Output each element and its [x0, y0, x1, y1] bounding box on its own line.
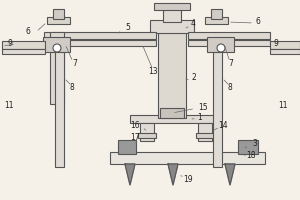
- Bar: [188, 32, 270, 39]
- Bar: [55, 52, 64, 167]
- Bar: [196, 133, 214, 138]
- Bar: [160, 108, 184, 118]
- Text: 17: 17: [130, 134, 140, 142]
- Bar: [2, 41, 45, 49]
- Polygon shape: [125, 164, 135, 185]
- Bar: [140, 123, 154, 141]
- Text: 3: 3: [245, 138, 257, 148]
- Text: 2: 2: [186, 73, 196, 82]
- Text: 19: 19: [183, 174, 193, 184]
- Circle shape: [53, 44, 61, 52]
- Bar: [118, 140, 136, 154]
- Bar: [198, 123, 212, 141]
- Text: 14: 14: [218, 121, 228, 130]
- Bar: [130, 115, 220, 123]
- Text: 13: 13: [148, 68, 158, 76]
- Bar: [44, 32, 156, 39]
- Polygon shape: [225, 164, 235, 185]
- Bar: [138, 133, 156, 138]
- Text: 5: 5: [118, 22, 130, 33]
- Bar: [53, 9, 64, 19]
- Text: 8: 8: [228, 84, 233, 92]
- Bar: [2, 49, 45, 54]
- Bar: [188, 40, 270, 46]
- Bar: [43, 37, 70, 52]
- Bar: [205, 17, 228, 24]
- Text: 9: 9: [273, 40, 278, 48]
- Bar: [47, 17, 70, 24]
- Bar: [163, 8, 181, 22]
- Text: 9: 9: [8, 40, 13, 48]
- Text: 8: 8: [70, 84, 75, 92]
- Bar: [270, 49, 300, 54]
- Bar: [213, 52, 222, 167]
- Text: 15: 15: [175, 102, 208, 112]
- Bar: [44, 40, 156, 46]
- Bar: [50, 32, 64, 104]
- Text: 7: 7: [72, 60, 77, 68]
- Bar: [207, 37, 234, 52]
- Circle shape: [217, 44, 225, 52]
- Bar: [158, 30, 186, 118]
- Text: 6: 6: [255, 18, 260, 26]
- Text: 6: 6: [26, 27, 31, 36]
- Bar: [211, 9, 222, 19]
- Text: 11: 11: [278, 100, 287, 110]
- Polygon shape: [168, 164, 178, 185]
- Bar: [150, 20, 194, 33]
- Bar: [110, 152, 265, 164]
- Bar: [270, 41, 300, 49]
- Text: 7: 7: [228, 60, 233, 68]
- Text: 4: 4: [186, 20, 196, 28]
- Text: 11: 11: [4, 100, 14, 110]
- Text: 16: 16: [130, 121, 140, 130]
- Text: 18: 18: [246, 150, 256, 160]
- Text: 1: 1: [192, 114, 202, 122]
- Bar: [154, 3, 190, 10]
- Bar: [238, 140, 258, 154]
